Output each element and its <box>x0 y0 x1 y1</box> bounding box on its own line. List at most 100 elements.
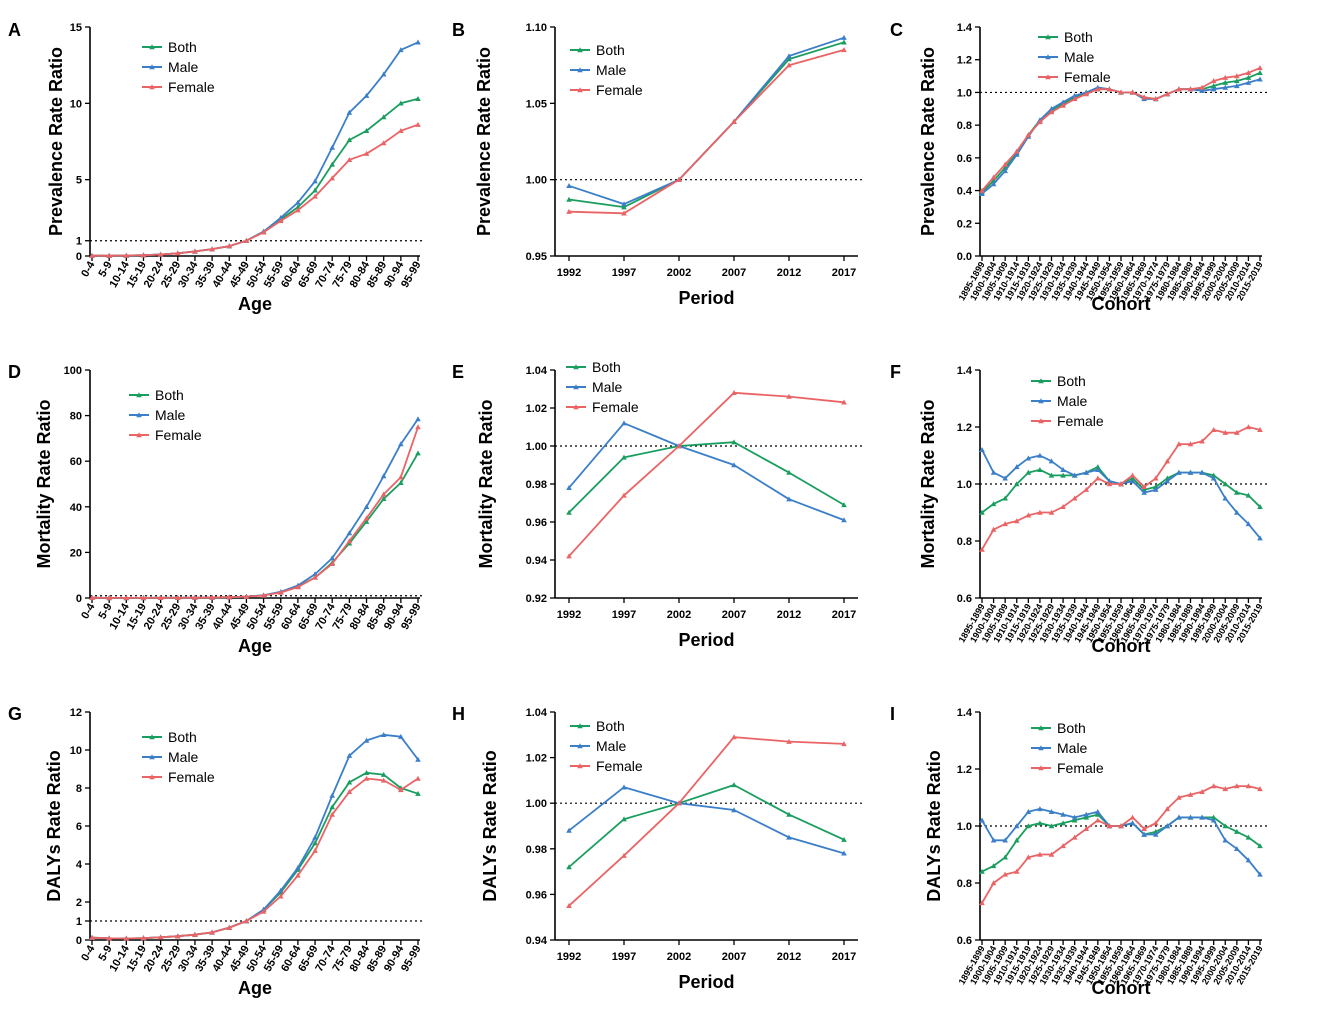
data-point-male <box>1199 814 1205 820</box>
legend-label-male: Male <box>596 738 627 754</box>
data-point-male <box>363 92 370 98</box>
legend-marker-male <box>1045 54 1051 60</box>
data-point-both <box>329 804 336 810</box>
data-point-female <box>192 931 198 937</box>
data-point-female <box>1187 86 1194 92</box>
data-point-female <box>1152 820 1159 826</box>
data-point-female <box>1210 427 1217 433</box>
legend: Both Male Female <box>142 39 215 95</box>
y-tick-label: 1.0 <box>957 479 972 491</box>
data-point-female <box>1013 518 1020 524</box>
data-point-female <box>209 246 215 252</box>
data-point-both <box>786 469 792 475</box>
legend-marker-female <box>573 404 579 410</box>
data-point-female <box>89 252 95 258</box>
data-point-female <box>1037 509 1043 515</box>
legend-marker-both <box>136 392 142 398</box>
data-point-female <box>1013 868 1020 874</box>
legend: Both Male Female <box>1038 29 1111 85</box>
legend-label-female: Female <box>168 769 215 785</box>
y-tick-label: 0.96 <box>526 517 547 529</box>
data-point-both <box>312 187 318 193</box>
data-point-male <box>1222 84 1229 90</box>
panel-i: I0.60.81.01.21.41895-18991900-19041905-1… <box>890 704 1267 998</box>
data-point-male <box>1002 837 1008 843</box>
data-point-female <box>260 229 267 235</box>
y-tick-label: 60 <box>70 456 82 468</box>
series-line-female <box>91 777 419 940</box>
legend-label-both: Both <box>168 39 197 55</box>
data-point-female <box>226 243 233 249</box>
y-tick-label: 15 <box>70 22 82 34</box>
y-tick-label: 0.96 <box>526 889 547 901</box>
data-point-female <box>1025 512 1032 518</box>
y-tick-label: 1.00 <box>526 798 547 810</box>
data-point-male <box>1060 99 1066 105</box>
data-point-female <box>157 934 164 940</box>
data-point-female <box>243 237 250 243</box>
data-point-female <box>226 594 233 600</box>
y-tick-label: 8 <box>76 783 82 795</box>
data-point-male <box>990 181 997 187</box>
series-line-male <box>981 808 1261 876</box>
data-point-female <box>106 252 112 258</box>
data-point-female <box>1257 786 1263 792</box>
data-point-female <box>1176 86 1182 92</box>
data-point-male <box>1210 817 1217 823</box>
data-point-female <box>1257 65 1263 71</box>
y-tick-label: 0.98 <box>526 844 547 856</box>
data-point-male <box>398 733 404 739</box>
data-point-female <box>1083 486 1090 492</box>
data-point-female <box>415 775 421 781</box>
panel-f: F0.60.81.01.21.41895-18991900-19041905-1… <box>890 362 1267 656</box>
data-point-both <box>363 128 370 134</box>
data-point-female <box>1176 794 1182 800</box>
x-tick-label: 2007 <box>722 609 746 621</box>
data-point-female <box>1118 823 1124 829</box>
legend-marker-male <box>149 754 155 760</box>
data-point-male <box>312 571 318 577</box>
series-line-both <box>91 771 419 940</box>
data-point-both <box>731 439 737 445</box>
legend-label-both: Both <box>1064 29 1093 45</box>
x-axis-title: Age <box>238 294 272 314</box>
data-point-female <box>1060 504 1066 509</box>
x-tick-label: 2017 <box>832 267 856 279</box>
data-point-female <box>106 595 112 601</box>
data-point-female <box>621 210 627 216</box>
data-point-female <box>346 538 353 544</box>
data-point-male <box>1152 486 1159 492</box>
data-point-female <box>786 62 792 68</box>
data-point-both <box>1210 83 1217 89</box>
data-point-female <box>1141 826 1147 832</box>
data-point-male <box>841 34 847 40</box>
data-point-both <box>1234 828 1240 834</box>
series-line-both <box>568 441 845 514</box>
legend: Both Male Female <box>570 718 643 774</box>
data-point-both <box>566 864 572 870</box>
y-tick-label: 1.04 <box>526 707 548 719</box>
x-tick-label: 1997 <box>612 951 636 963</box>
series-line-both <box>568 784 845 868</box>
data-point-female <box>243 593 250 599</box>
series-line-female <box>568 391 845 557</box>
data-point-female <box>243 918 250 924</box>
data-point-both <box>1245 834 1252 840</box>
data-point-male <box>1245 79 1252 85</box>
data-point-male <box>1106 478 1113 484</box>
data-point-female <box>1048 109 1055 115</box>
legend: Both Male Female <box>1031 373 1104 429</box>
legend-marker-female <box>1038 418 1044 424</box>
data-point-male <box>1060 811 1066 817</box>
data-point-male <box>621 784 627 790</box>
legend-label-male: Male <box>596 62 627 78</box>
legend: Both Male Female <box>570 42 643 98</box>
data-point-female <box>1002 161 1008 167</box>
y-tick-label: 1.0 <box>957 821 972 833</box>
panel-letter: H <box>452 704 465 724</box>
data-point-male <box>1187 469 1194 475</box>
series-line-female <box>91 426 419 599</box>
data-point-female <box>398 474 404 480</box>
y-axis-title: DALYs Rate Ratio <box>44 750 64 901</box>
data-point-female <box>1210 783 1217 789</box>
